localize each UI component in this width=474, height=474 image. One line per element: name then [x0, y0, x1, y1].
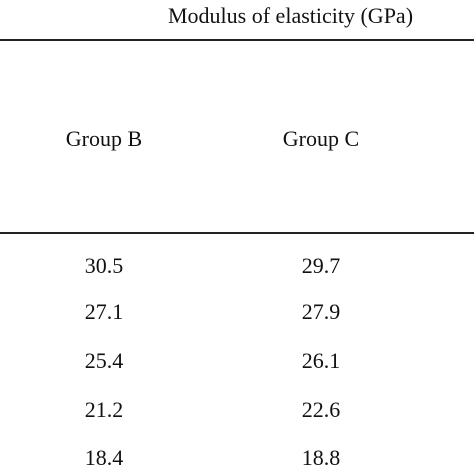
table-cell: 26.1 [301, 348, 341, 373]
spanner-header: Modulus of elasticity (GPa) [168, 3, 414, 28]
table-cell: 27.1 [84, 299, 124, 324]
column-header-group-c: Group C [282, 126, 360, 151]
table-cell: 25.4 [84, 348, 124, 373]
header-rule [0, 232, 474, 234]
table-cell: 27.9 [301, 299, 341, 324]
top-rule [0, 39, 474, 41]
table-cell: 21.2 [84, 397, 124, 422]
table-cell: 29.7 [301, 253, 341, 278]
table-cell: 30.5 [84, 253, 124, 278]
table-cell: 18.4 [84, 445, 124, 470]
table-cell: 22.6 [301, 397, 341, 422]
column-header-group-b: Group B [65, 126, 143, 151]
table-cell: 18.8 [301, 445, 341, 470]
